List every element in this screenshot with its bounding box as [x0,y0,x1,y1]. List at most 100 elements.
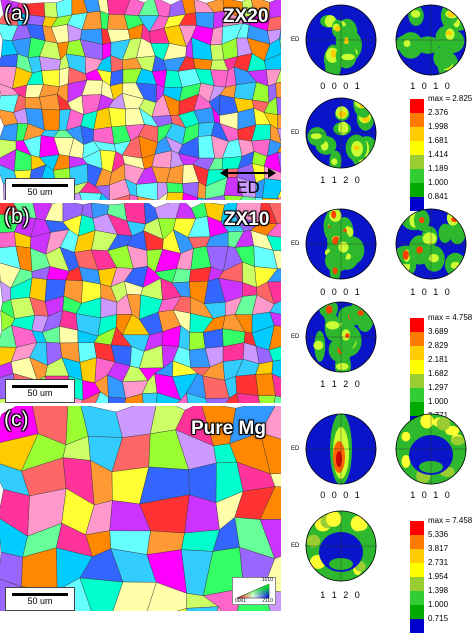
texture-contour [411,10,420,18]
ed-mark: ED [291,37,299,43]
texture-contour [341,54,354,60]
texture-contour [326,305,333,313]
grain [0,232,16,249]
colorbar-max-b: max = 4.758 [428,311,472,325]
grain [236,374,259,395]
ed-mark: ED [291,446,299,452]
texture-contour [344,37,348,45]
colorbar-swatch [410,360,424,374]
texture-contour [451,436,465,445]
pf-label-0001-a: 0 0 0 1 [301,81,381,91]
colorbar-swatch [410,591,424,605]
grain [25,97,42,109]
grain [56,0,72,18]
texture-contour [419,217,424,223]
pf-label-1120-c: 1 1 2 0 [301,590,381,600]
pf-label-1010-b: 1 0 1 0 [391,287,471,297]
material-label-a: ZX20 [223,6,268,28]
texture-contour [313,341,323,350]
pole-figure-1010-c [395,413,467,485]
ed-arrow: ED [220,166,276,198]
colorbar-swatch [410,388,424,402]
texture-contour [331,158,337,165]
grain [109,108,126,127]
colorbar-swatch [410,332,424,346]
texture-contour [429,254,439,262]
grain-map-b [0,203,281,403]
pole-figure-1120-a [305,97,377,169]
ebsd-map-b: (b) ZX10 50 um [0,203,281,403]
grain [79,192,101,200]
colorbar-swatch [410,141,424,155]
grain [258,396,275,403]
scale-label-a: 50 um [6,187,74,197]
colorbar-c [410,521,424,633]
ed-direction-label: ED [220,178,276,198]
pf-label-1010-c: 1 0 1 0 [391,490,471,500]
ipf-color-key: 1010 0001 2110 [232,577,276,605]
colorbar-swatch [410,535,424,549]
material-label-b: ZX10 [224,209,269,231]
texture-contour [336,363,348,370]
grain [39,94,60,110]
ebsd-map-a: (a) ZX20 50 um ED [0,0,281,200]
ed-mark: ED [291,334,299,340]
texture-contour [446,31,452,36]
grain [189,332,205,350]
colorbar-swatch [410,99,424,113]
colorbar-swatch [410,619,424,633]
grain [193,58,212,69]
texture-contour [307,535,321,548]
arrow-right-icon [268,168,276,178]
ipf-top-label: 1010 [262,577,273,583]
material-label-c: Pure Mg [191,418,266,440]
colorbar-swatch [410,318,424,332]
ed-mark: ED [291,241,299,247]
colorbar-swatch [410,113,424,127]
scale-bar-c: 50 um [5,587,75,611]
panel-label-c: (c) [4,408,29,432]
pf-label-0001-b: 0 0 0 1 [301,287,381,297]
colorbar-values-c: max = 7.458 5.336 3.817 2.731 1.954 1.39… [428,514,472,626]
texture-contour [401,432,410,442]
texture-contour [345,333,349,338]
colorbar-swatch [410,127,424,141]
grain [42,70,60,87]
scale-bar-b: 50 um [5,379,75,403]
colorbar-swatch [410,155,424,169]
ipf-right-label: 2110 [262,598,273,604]
colorbar-swatch [410,169,424,183]
ed-mark: ED [291,543,299,549]
pole-figure-0001-c [305,413,377,485]
scale-label-b: 50 um [6,388,74,398]
texture-contour [338,122,348,135]
texture-contour [404,40,411,47]
scale-bar-a: 50 um [5,178,75,200]
colorbar-max-c: max = 7.458 [428,514,472,528]
texture-contour [311,133,322,139]
colorbar-a [410,99,424,211]
texture-contour [338,111,346,118]
panel-label-a: (a) [4,2,30,26]
pole-figure-1120-b [305,301,377,373]
texture-contour [402,455,411,468]
texture-contour [331,50,336,59]
pole-figure-1120-c [305,510,377,582]
colorbar-swatch [410,605,424,619]
pf-label-1120-b: 1 1 2 0 [301,379,381,389]
pf-label-1120-a: 1 1 2 0 [301,175,381,185]
colorbar-swatch [410,346,424,360]
pole-figure-0001-a [305,4,377,76]
texture-contour [403,250,409,260]
grain [0,54,18,67]
colorbar-swatch [410,577,424,591]
texture-contour [353,145,359,150]
pole-figure-1010-a [395,4,467,76]
scale-label-c: 50 um [6,596,74,606]
grain [206,398,230,403]
colorbar-swatch [410,563,424,577]
colorbar-max-a: max = 2.825 [428,92,472,106]
colorbar-swatch [410,374,424,388]
texture-contour [416,246,423,253]
ipf-left-label: 0001 [235,598,246,604]
